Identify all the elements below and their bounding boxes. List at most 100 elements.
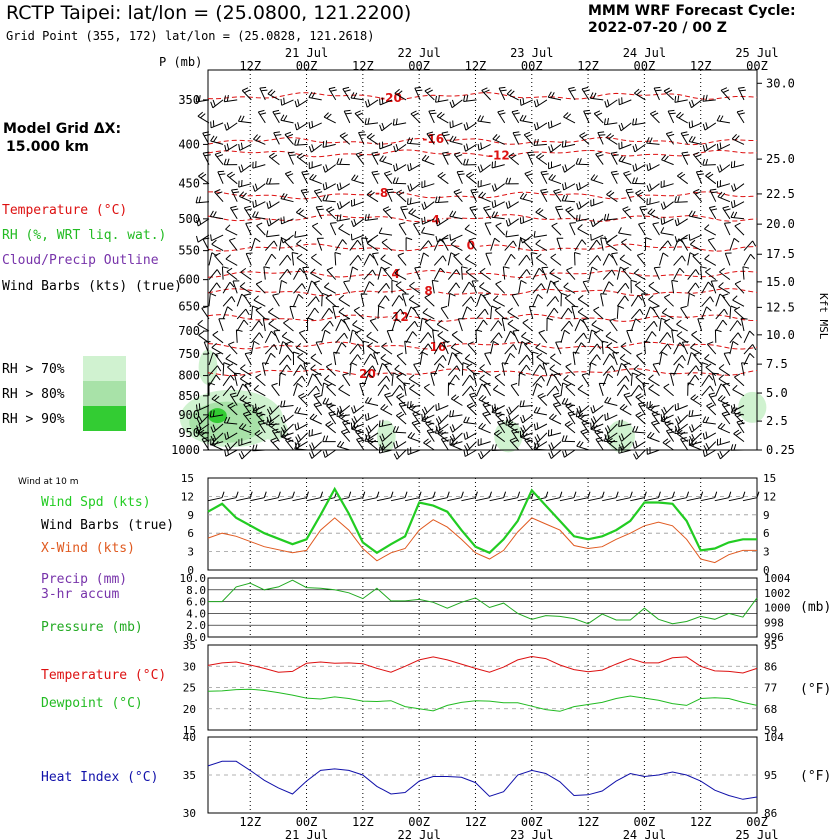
- kft-label: 2.5: [766, 414, 788, 428]
- wind-barb: [447, 282, 461, 294]
- wind-barb: [294, 231, 308, 238]
- wind-barb: [576, 405, 590, 415]
- wind-barb: [308, 161, 322, 170]
- wind-barb: [351, 414, 365, 425]
- wind-barb: [653, 86, 662, 101]
- pressure-label: 1000: [171, 443, 200, 457]
- wind-barb: [512, 131, 521, 145]
- wind-barb: [676, 331, 688, 344]
- wind-barb: [505, 177, 519, 185]
- kft-label: 25.0: [766, 152, 795, 166]
- rh-swatch-70: [83, 356, 126, 381]
- wind-barb: [734, 373, 745, 387]
- wind-barb: [440, 305, 449, 320]
- wind-barb: [560, 320, 574, 332]
- wind-barb: [540, 188, 549, 202]
- temp-ytick: 35: [183, 639, 196, 652]
- wind-barb: [380, 353, 393, 366]
- wind-barb: [322, 449, 336, 458]
- wind-barb: [253, 134, 266, 145]
- wind-barb: [454, 352, 463, 366]
- wind-barb: [349, 254, 362, 266]
- isotherm-line: [207, 368, 758, 377]
- wind-barb: [261, 362, 269, 376]
- wind-barb: [548, 449, 562, 459]
- wind-barb: [669, 372, 677, 386]
- kft-label: 22.5: [766, 187, 795, 201]
- wind-barb: [413, 362, 421, 376]
- wind-barb: [405, 331, 418, 344]
- wind-barb: [504, 240, 517, 251]
- wind-barb: [733, 429, 745, 442]
- surface-barb-feather: [362, 491, 366, 498]
- wind-barb: [252, 183, 266, 192]
- surface-barb-feather: [643, 491, 647, 498]
- wind-barb: [310, 268, 322, 281]
- heat-unit-label: (°F): [800, 769, 831, 784]
- wind-barb: [365, 432, 379, 441]
- wind-barb: [441, 131, 450, 145]
- wind-barb: [456, 170, 465, 184]
- wind-barb: [293, 364, 305, 376]
- wind-barb: [464, 441, 477, 452]
- wind-barb: [540, 170, 549, 184]
- wind-barb: [381, 342, 393, 355]
- wind-barb: [335, 342, 347, 355]
- isotherm-label: -16: [422, 132, 444, 146]
- surface-barb: [672, 497, 687, 502]
- wind-barb: [660, 180, 674, 188]
- wind-barbs-label: Wind Barbs (true): [41, 518, 174, 533]
- date-label-bottom: 22 Jul: [397, 828, 440, 840]
- wind-barb: [401, 293, 409, 307]
- surface-barb-feather: [573, 491, 577, 498]
- wind-barb: [210, 432, 224, 443]
- wind-barb: [391, 318, 402, 332]
- surface-barb: [390, 497, 406, 502]
- wind-barb: [490, 237, 500, 251]
- wind-barb: [644, 331, 657, 344]
- wind-barb: [280, 414, 294, 424]
- wind-barb: [528, 305, 536, 320]
- wind-barb: [292, 351, 300, 366]
- pressure-label: 950: [178, 426, 200, 440]
- surface-barb-feather: [404, 491, 408, 498]
- wind-barb: [575, 214, 590, 222]
- wind-barb: [604, 99, 618, 108]
- wind-barb: [538, 329, 548, 344]
- wind-barb: [701, 296, 714, 307]
- surface-barb: [714, 497, 729, 502]
- wind-barb: [623, 392, 632, 406]
- wind-barb: [742, 266, 750, 280]
- wind-barb: [477, 164, 491, 173]
- wind-barb: [704, 254, 717, 266]
- wind-barb: [379, 97, 393, 106]
- wind-barb: [478, 394, 491, 406]
- wind-barb: [721, 293, 731, 307]
- wind-barb: [590, 198, 604, 207]
- wind-barb: [484, 222, 492, 236]
- wind-barb: [730, 444, 745, 451]
- wind-barb: [729, 332, 742, 344]
- wind-barb: [396, 393, 407, 406]
- pressure-label: 700: [178, 324, 200, 338]
- wind-barb: [491, 211, 505, 220]
- wind-barb: [214, 189, 224, 203]
- wind-barb: [483, 205, 492, 220]
- wind-barb: [552, 280, 562, 294]
- wind-barb: [588, 362, 597, 376]
- surface-barb: [461, 497, 476, 502]
- pressure-label: 400: [178, 137, 200, 151]
- surface-barb-feather: [601, 491, 605, 498]
- isotherm-label: -8: [375, 186, 388, 200]
- kft-label: 5.0: [766, 386, 788, 400]
- wind-barb: [308, 120, 322, 129]
- wind-barb: [632, 163, 646, 172]
- surface-barb: [742, 497, 758, 502]
- wind-barb: [386, 188, 395, 202]
- wind-barb: [715, 319, 728, 332]
- wind-barb: [251, 444, 266, 452]
- wind-barb: [724, 252, 732, 266]
- wind-barb: [674, 217, 688, 227]
- wind-barb: [478, 191, 491, 203]
- wind-barb: [266, 218, 280, 227]
